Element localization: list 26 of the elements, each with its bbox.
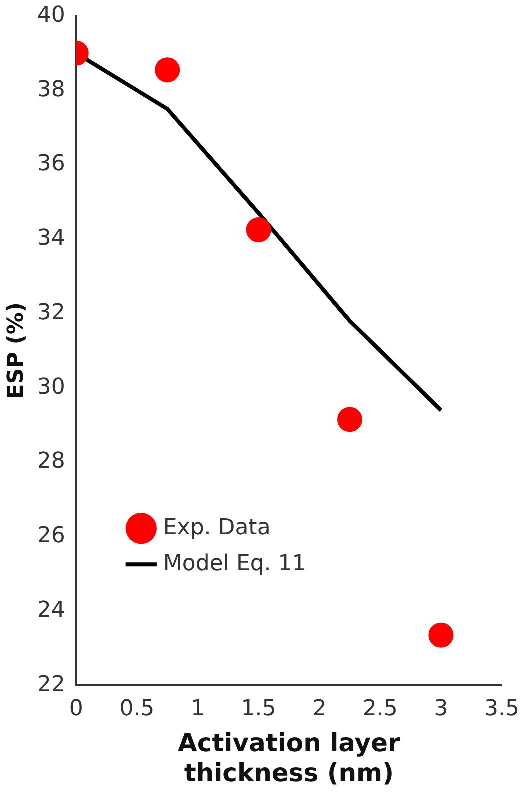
- point: [428, 622, 454, 648]
- x-tick-label: 2.5: [362, 696, 398, 722]
- y-tick-label: 28: [37, 449, 66, 474]
- legend-label: Model Eq. 11: [163, 551, 306, 576]
- y-tick-label: 36: [37, 152, 66, 177]
- x-tick-label: 3.5: [484, 696, 520, 722]
- x-tick-label: 1: [190, 696, 205, 722]
- y-tick-label: 22: [37, 672, 66, 698]
- x-tick-label: 3: [434, 696, 448, 722]
- y-tick-label: 38: [37, 77, 66, 102]
- point: [338, 407, 362, 432]
- x-axis-title: Activation layer thickness (nm): [178, 728, 402, 788]
- point: [155, 58, 180, 83]
- x-tick-label: 2: [312, 696, 327, 722]
- x-tick-label: 1.5: [241, 696, 276, 722]
- x-tick-label: 0.5: [120, 696, 155, 722]
- y-tick-label: 30: [37, 374, 66, 400]
- y-tick-label: 34: [37, 226, 66, 252]
- y-tick-label: 26: [37, 524, 66, 549]
- y-tick-label: 32: [37, 300, 66, 326]
- y-tick-label: 24: [37, 598, 66, 623]
- x-tick-label: 0: [69, 696, 84, 722]
- y-axis-title: ESP (%): [4, 302, 29, 400]
- y-tick-label: 40: [37, 2, 66, 28]
- legend-label: Exp. Data: [163, 515, 271, 540]
- point: [246, 218, 272, 243]
